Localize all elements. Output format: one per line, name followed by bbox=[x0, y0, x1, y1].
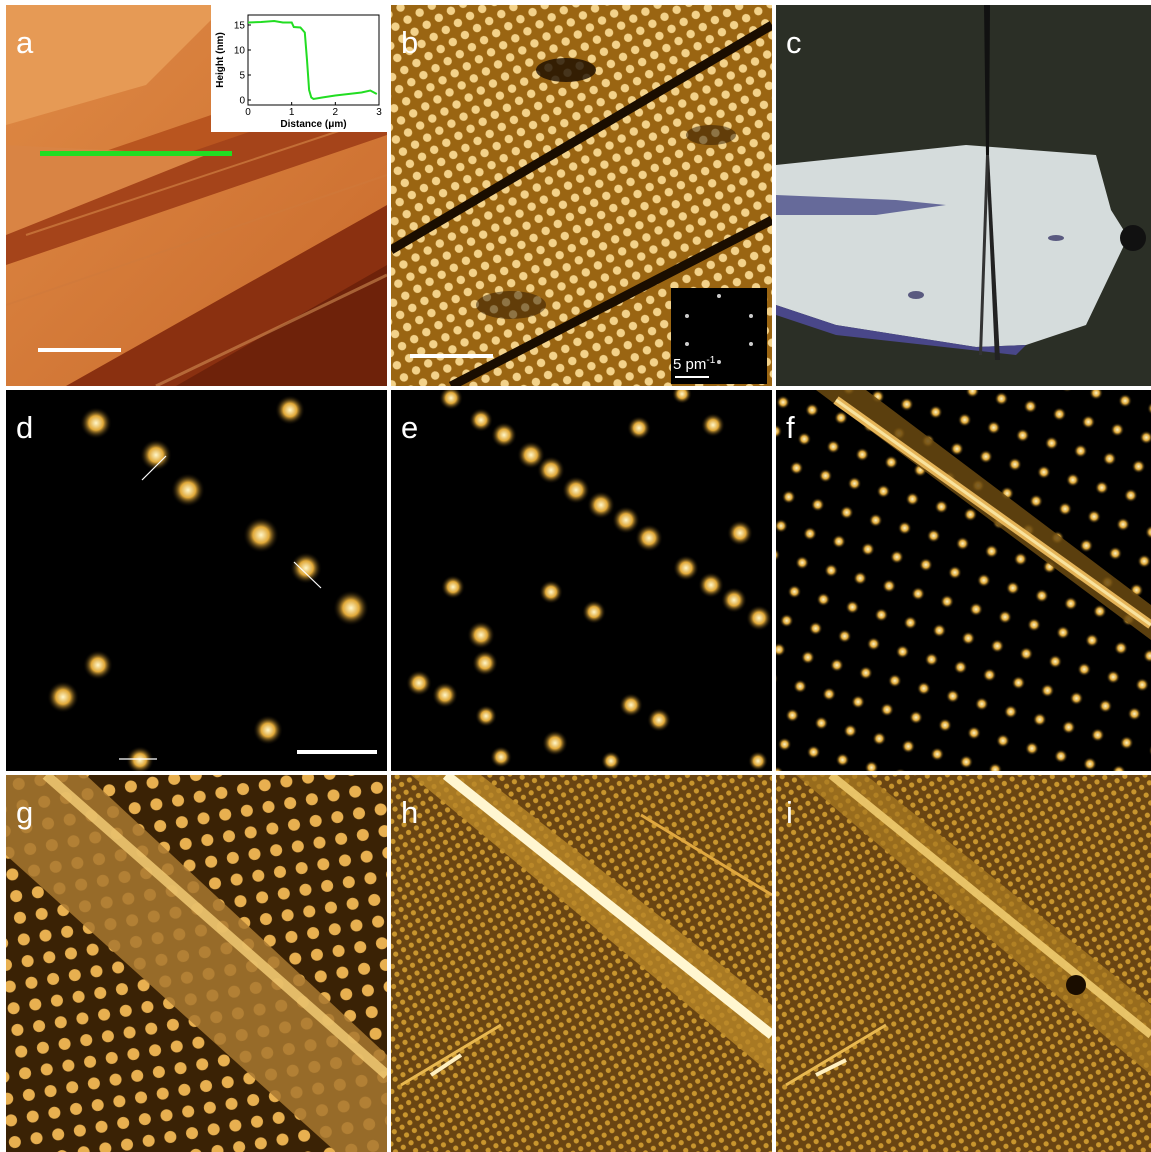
height-profile-inset: 0 1 2 3 0 5 10 15 Distance (μm) Height (nm) bbox=[211, 5, 387, 132]
panel-a: a 0 1 2 3 0 5 10 15 Distance (μm) Height (nm) bbox=[6, 5, 387, 386]
y-tick-label: 5 bbox=[239, 71, 245, 82]
chart-frame bbox=[247, 14, 380, 106]
panel-g: g bbox=[6, 775, 387, 1152]
panel-h: h bbox=[391, 775, 772, 1152]
panel-label: b bbox=[401, 25, 419, 60]
x-tick-label: 3 bbox=[376, 107, 382, 118]
panel-i: i bbox=[776, 775, 1151, 1152]
scale-bar bbox=[410, 354, 493, 358]
panel-f: f bbox=[776, 390, 1151, 771]
y-tick-label: 15 bbox=[234, 21, 246, 32]
panel-label: g bbox=[16, 795, 34, 830]
panel-label: c bbox=[786, 25, 802, 60]
panel-d: d bbox=[6, 390, 387, 771]
height-profile-chart: 0 1 2 3 0 5 10 15 Distance (μm) Height (nm) bbox=[215, 14, 382, 130]
stm-adatom-image bbox=[6, 390, 387, 771]
fft-scale-text: 5 pm bbox=[673, 356, 707, 373]
x-tick-label: 1 bbox=[289, 107, 295, 118]
stm-chain-image bbox=[391, 390, 772, 771]
x-tick-label: 2 bbox=[333, 107, 339, 118]
panel-label: h bbox=[401, 795, 419, 830]
y-tick-label: 0 bbox=[239, 96, 245, 107]
optical-microscope-image bbox=[776, 5, 1151, 386]
fft-spots bbox=[685, 294, 753, 364]
scale-bar bbox=[297, 750, 377, 754]
chart-y-axis-label: Height (nm) bbox=[215, 32, 226, 88]
panel-label: a bbox=[16, 25, 34, 60]
fft-inset: 5 pm-1 bbox=[671, 288, 767, 384]
profile-line bbox=[40, 151, 232, 156]
stm-surface-image-i bbox=[776, 775, 1151, 1152]
y-tick-label: 10 bbox=[234, 46, 246, 57]
scale-bar bbox=[38, 348, 121, 352]
panel-b: 5 pm-1 b bbox=[391, 5, 772, 386]
fft-scale-label: 5 pm-1 bbox=[673, 355, 715, 373]
stm-cluster-image bbox=[776, 390, 1151, 771]
fft-scale-exponent: -1 bbox=[706, 355, 716, 366]
stm-surface-image-h bbox=[391, 775, 772, 1152]
fft-scale-bar bbox=[675, 376, 709, 378]
panel-label: e bbox=[401, 410, 419, 445]
height-profile-series-line bbox=[247, 19, 378, 101]
panel-label: d bbox=[16, 410, 34, 445]
chart-x-axis-label: Distance (μm) bbox=[280, 119, 346, 130]
panel-label: f bbox=[786, 410, 795, 445]
panel-label: i bbox=[786, 795, 793, 830]
panel-c: c bbox=[776, 5, 1151, 386]
panel-e: e bbox=[391, 390, 772, 771]
x-tick-label: 0 bbox=[245, 107, 251, 118]
stm-surface-image-g bbox=[6, 775, 387, 1152]
